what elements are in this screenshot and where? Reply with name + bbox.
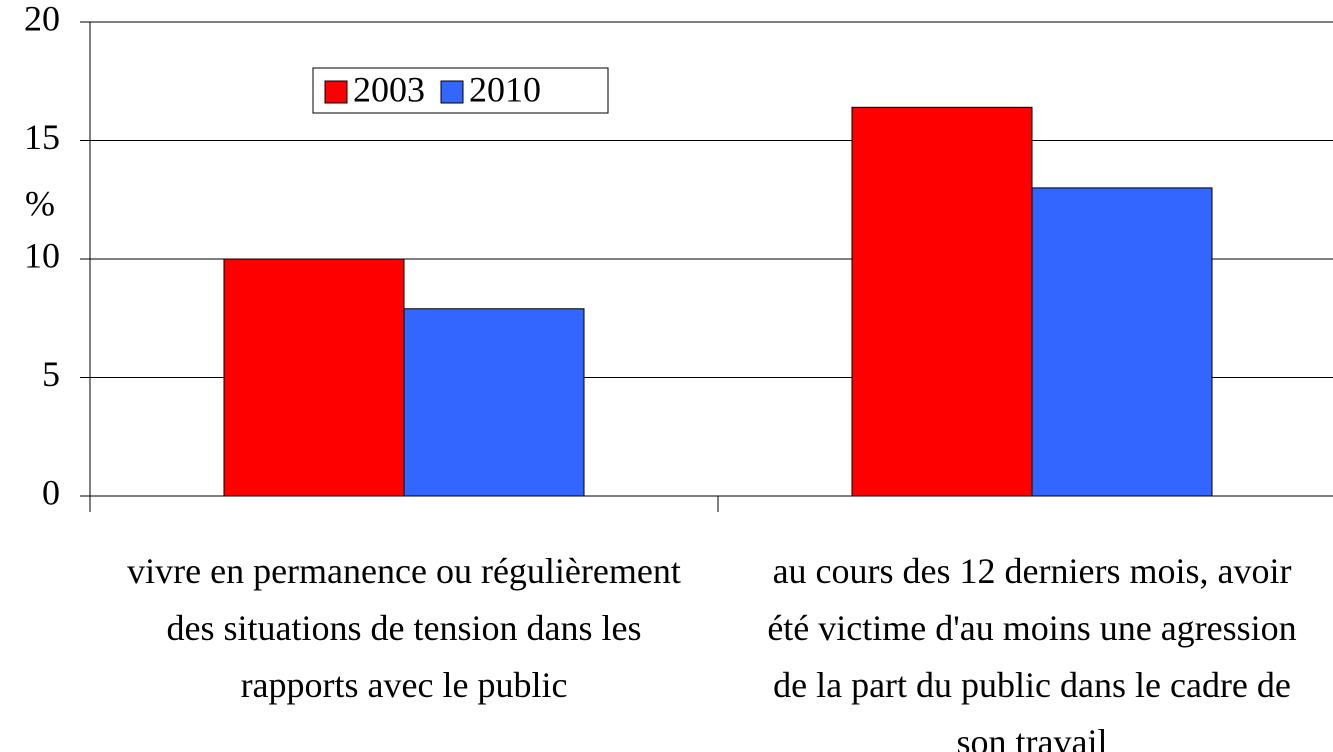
x-tick-label: vivre en permanence ou régulièrement des… xyxy=(127,551,681,705)
y-tick-label: 0 xyxy=(42,472,60,512)
x-tick-label: au cours des 12 derniers mois, avoir été… xyxy=(767,551,1297,752)
bar xyxy=(1031,187,1213,497)
bar xyxy=(851,106,1033,497)
y-tick-label: 10 xyxy=(24,235,60,275)
legend-swatch xyxy=(440,80,464,104)
y-axis-label: % xyxy=(25,183,55,223)
bar xyxy=(403,308,585,497)
legend-label: 2003 xyxy=(353,69,425,109)
bar xyxy=(223,258,405,497)
y-tick-label: 20 xyxy=(24,0,60,38)
legend-swatch xyxy=(324,80,348,104)
y-tick-label: 5 xyxy=(42,354,60,394)
y-tick-label: 15 xyxy=(24,117,60,157)
legend-label: 2010 xyxy=(469,69,541,109)
